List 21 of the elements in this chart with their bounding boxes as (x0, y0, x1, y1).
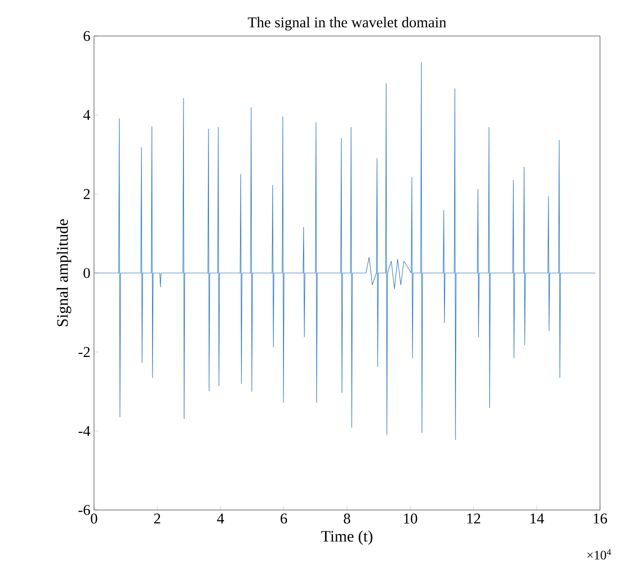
y-axis-title: Signal amplitude (56, 219, 72, 326)
y-tick-label: 0 (84, 268, 90, 278)
x-tick-label: 12 (467, 514, 480, 524)
x-tick-label: 8 (344, 514, 350, 524)
line-series (94, 62, 596, 440)
x-axis-title: Time (t) (321, 530, 372, 545)
y-tick-label: 4 (83, 110, 90, 120)
x-tick-label: 10 (404, 514, 418, 524)
y-tick-label: -4 (78, 426, 90, 436)
x-tick-label: 2 (154, 514, 160, 524)
y-tick-label: -6 (78, 504, 90, 516)
x-tick-label: 0 (90, 514, 98, 524)
x-tick-label: 16 (594, 514, 608, 524)
x-tick-label: 14 (530, 514, 544, 524)
y-tick-label: 6 (84, 30, 90, 42)
text: ×10$^{4}$ (587, 549, 612, 560)
y-tick-label: 2 (84, 189, 90, 199)
y-tick-label: -2 (78, 347, 90, 357)
x-tick-label: 6 (280, 514, 288, 524)
chart-title: The signal in the wavelet domain (248, 16, 446, 30)
x-tick-label: 4 (217, 514, 224, 524)
